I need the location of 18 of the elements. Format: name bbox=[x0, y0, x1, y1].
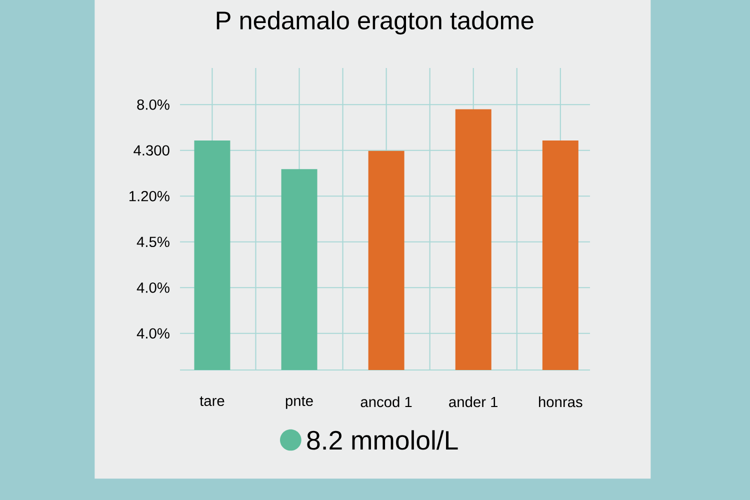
bar bbox=[542, 140, 578, 370]
chart-title: P nedamalo eragton tadome bbox=[216, 10, 534, 34]
text: 4.300 bbox=[134, 145, 170, 156]
text: 8.0% bbox=[137, 99, 170, 110]
text: 8.2 mmolol/L bbox=[307, 430, 458, 450]
text: 4.0% bbox=[136, 282, 170, 293]
text: 1.20% bbox=[129, 190, 170, 202]
x-tick-label: ander 1 bbox=[449, 396, 498, 408]
bar bbox=[368, 150, 404, 370]
text: 4.0% bbox=[136, 328, 170, 339]
x-tick-label: pnte bbox=[286, 396, 313, 409]
bar bbox=[455, 109, 492, 370]
x-tick-label: honras bbox=[539, 396, 582, 408]
x-tick-label: tare bbox=[200, 396, 224, 406]
bar bbox=[194, 140, 230, 370]
x-tick-label: ancod 1 bbox=[360, 396, 412, 408]
text: 4.5% bbox=[136, 236, 170, 248]
bar bbox=[281, 169, 318, 370]
